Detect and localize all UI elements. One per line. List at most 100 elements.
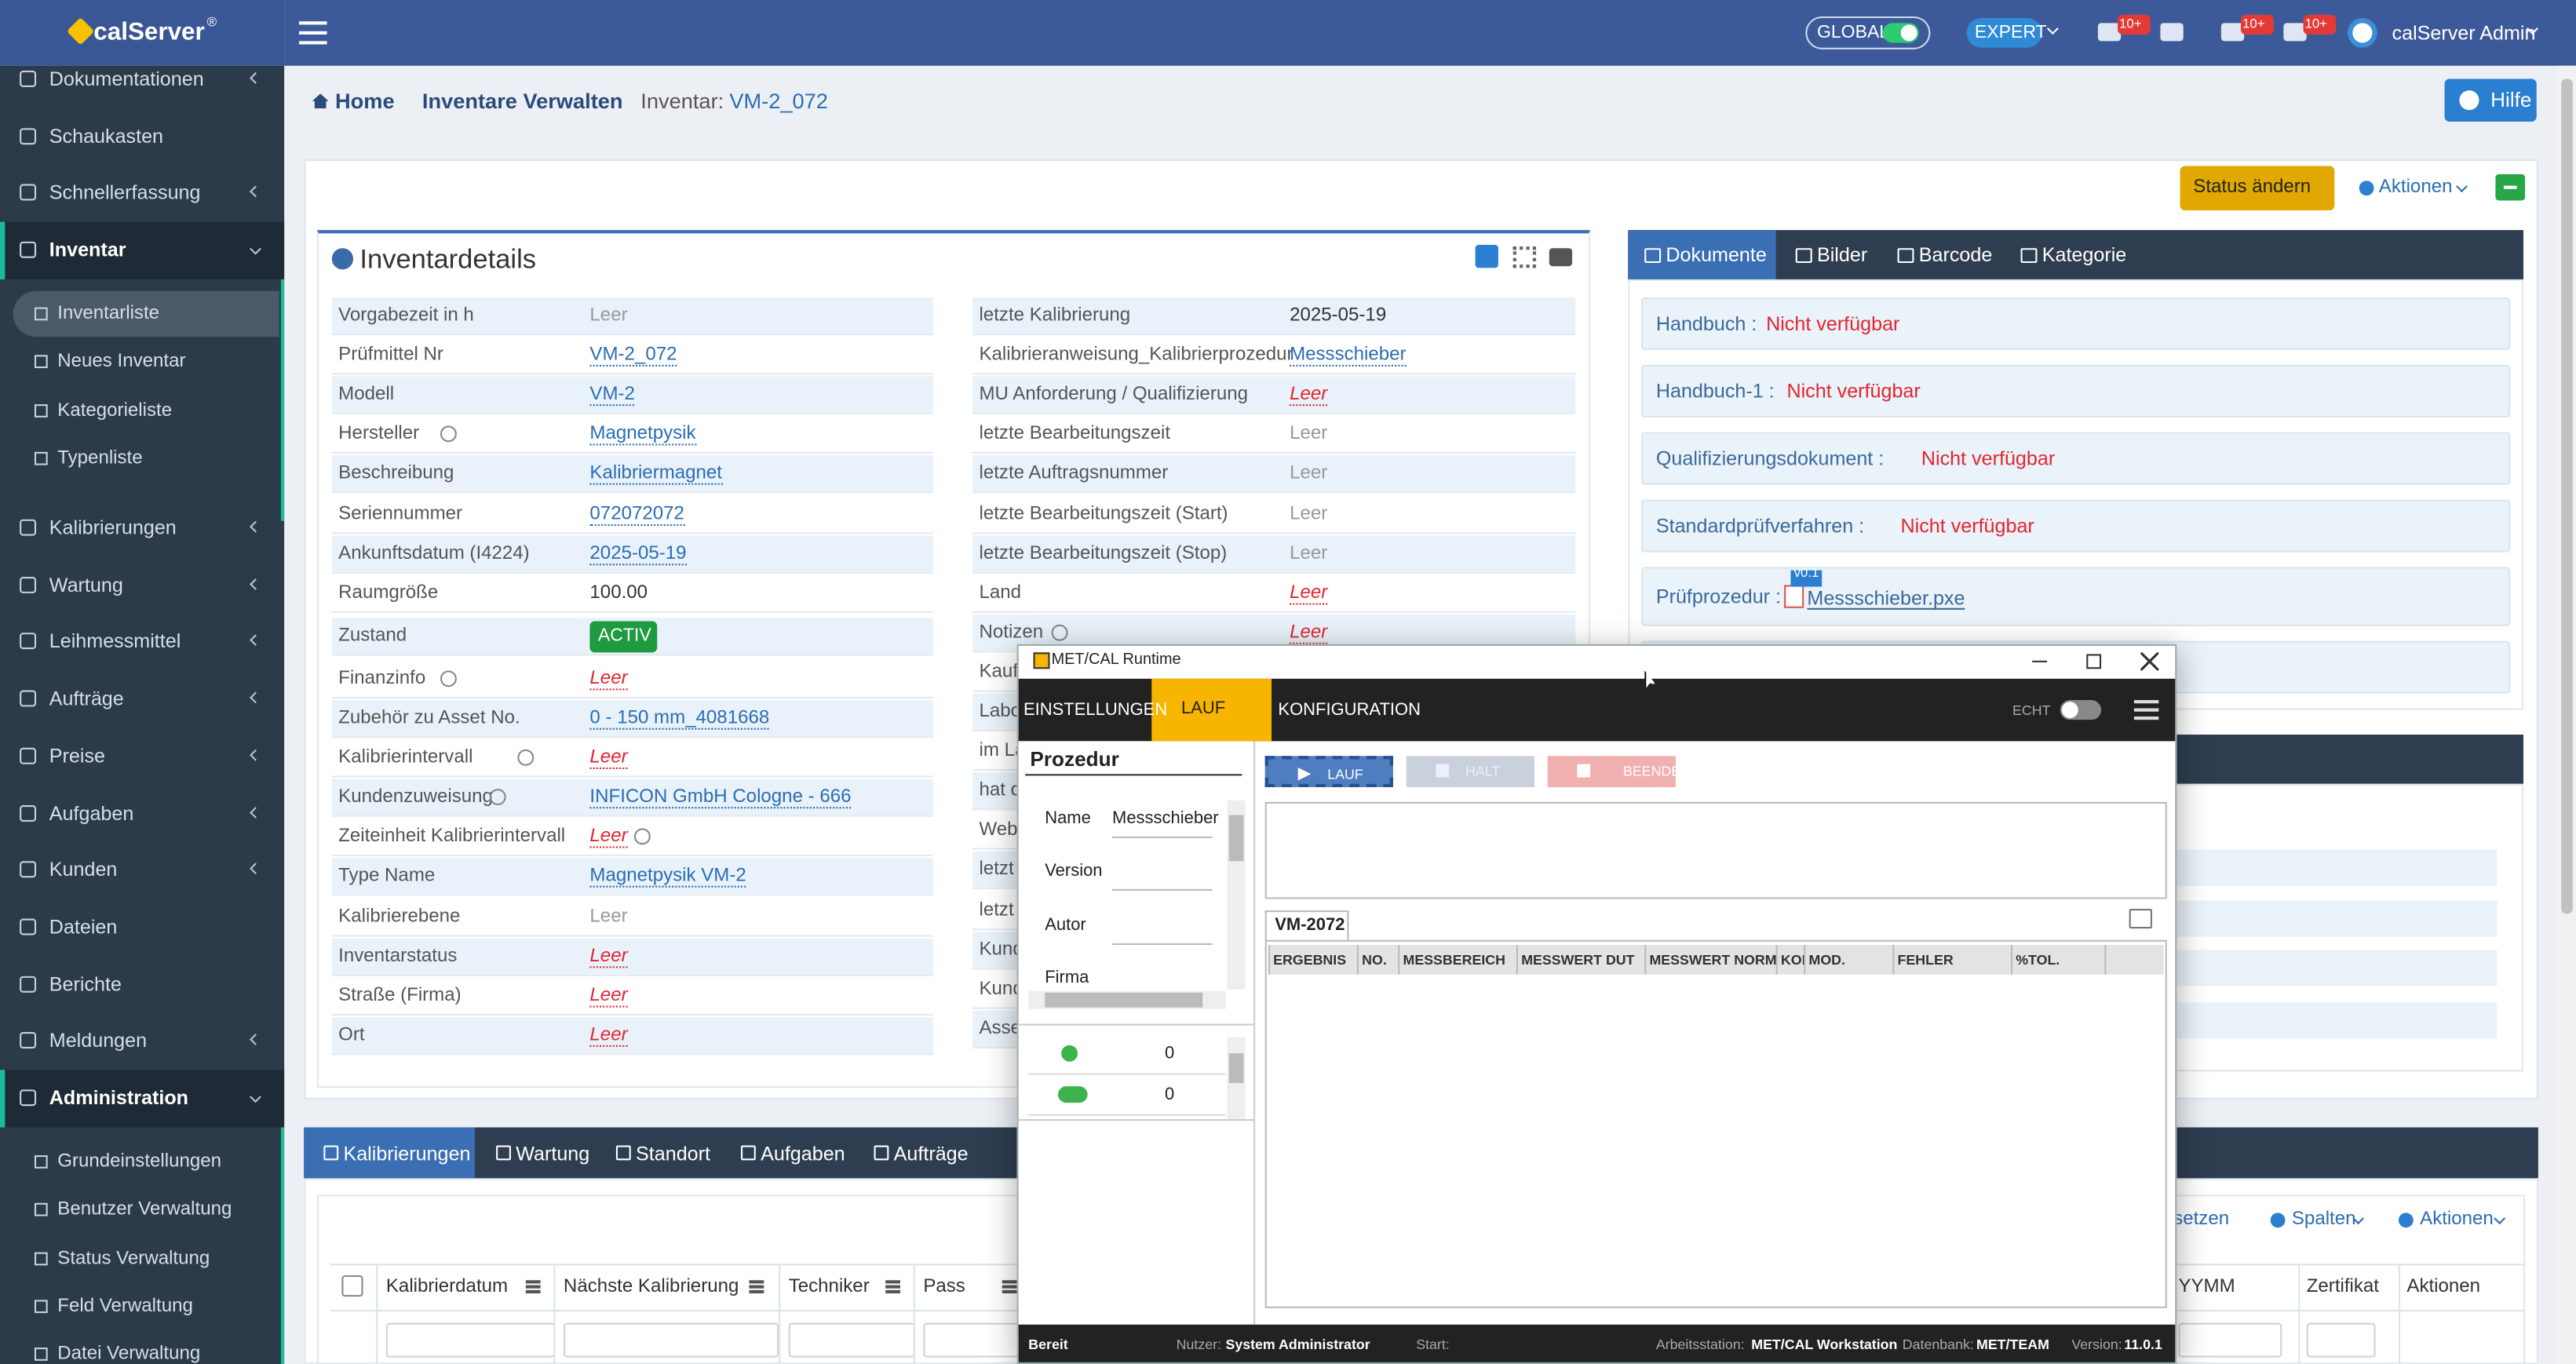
submenu-item[interactable]: Grundeinstellungen: [57, 1151, 222, 1173]
run-button[interactable]: BEENDEN: [1547, 756, 1691, 788]
doc-tab[interactable]: Dokumente: [1666, 243, 1767, 267]
submenu-item[interactable]: Neues Inventar: [57, 352, 186, 373]
submenu-item[interactable]: Benutzer Verwaltung: [57, 1200, 232, 1220]
column-header[interactable]: Nächste Kalibrierung: [563, 1277, 739, 1297]
help-button[interactable]: Hilfe: [2444, 78, 2537, 122]
filter-input[interactable]: [788, 1322, 915, 1358]
menu-item[interactable]: Schaukasten: [49, 124, 164, 148]
field-label: Name: [1045, 808, 1091, 829]
doc-tab[interactable]: Barcode: [1918, 243, 1993, 267]
submenu-item[interactable]: Datei Verwaltung: [57, 1344, 201, 1364]
column-header[interactable]: YYMM: [2178, 1277, 2235, 1297]
tab-icon: [1897, 248, 1914, 264]
field-value[interactable]: INFICON GmbH Cologne - 666: [589, 784, 852, 809]
dialog-menu-item[interactable]: KONFIGURATION: [1278, 700, 1421, 720]
table-tool[interactable]: setzen: [2173, 1209, 2230, 1230]
result-tab[interactable]: [1264, 910, 1349, 940]
dialog-menu-item[interactable]: LAUF: [1180, 698, 1226, 719]
table-tool[interactable]: Aktionen: [2420, 1209, 2494, 1230]
menu-item[interactable]: Administration: [49, 1086, 189, 1110]
menu-item[interactable]: Kalibrierungen: [49, 516, 177, 539]
user-name[interactable]: calServer Admin: [2392, 21, 2536, 45]
count-value: 0: [1165, 1085, 1175, 1105]
select-all[interactable]: [341, 1275, 363, 1297]
menu-item[interactable]: Inventar: [49, 238, 126, 262]
field-value[interactable]: VM-2: [589, 381, 635, 407]
breadcrumb-item[interactable]: Inventare Verwalten: [421, 89, 623, 114]
bottom-tab[interactable]: Kalibrierungen: [343, 1142, 471, 1165]
submenu-item[interactable]: Typenliste: [57, 448, 143, 469]
dialog-menu-item[interactable]: EINSTELLUNGEN: [1023, 700, 1168, 720]
minimize[interactable]: [2032, 660, 2048, 662]
menu-item[interactable]: Meldungen: [49, 1029, 148, 1052]
knob: [2061, 702, 2078, 719]
column-header[interactable]: Zertifikat: [2306, 1277, 2380, 1297]
menu-item[interactable]: Preise: [49, 744, 105, 768]
bottom-tab[interactable]: Aufgaben: [761, 1142, 845, 1165]
top-icon[interactable]: [2220, 23, 2245, 42]
menu-item[interactable]: Wartung: [49, 573, 123, 596]
bottom-tab[interactable]: Aufträge: [893, 1142, 969, 1165]
row-line: [331, 531, 933, 534]
breadcrumb-item[interactable]: Home: [334, 89, 395, 114]
filter-input[interactable]: [2178, 1322, 2282, 1358]
field-value[interactable]: 072072072: [589, 501, 684, 526]
global-toggle[interactable]: GLOBAL: [1805, 16, 1931, 49]
submenu-item[interactable]: Feld Verwaltung: [57, 1296, 193, 1317]
doc-tab[interactable]: Bilder: [1816, 243, 1868, 267]
table-tool[interactable]: Spalten: [2291, 1209, 2356, 1230]
menu-icon: [20, 1089, 37, 1107]
top-icon[interactable]: [2160, 23, 2184, 42]
menu-item[interactable]: Leihmessmittel: [49, 629, 181, 654]
status-button[interactable]: Status ändern: [2180, 166, 2335, 211]
top-icon[interactable]: [2097, 23, 2122, 42]
column-header[interactable]: Kalibrierdatum: [385, 1277, 509, 1297]
run-button[interactable]: HALT: [1406, 756, 1534, 788]
export-icon[interactable]: [2129, 908, 2152, 929]
menu-item[interactable]: Dateien: [49, 915, 118, 939]
row-line: [331, 571, 933, 573]
menu-item[interactable]: Dokumentationen: [49, 67, 204, 91]
bottom-tab[interactable]: Standort: [636, 1142, 711, 1165]
submenu-icon: [34, 1155, 48, 1169]
menu-item[interactable]: Kunden: [49, 858, 118, 881]
maximize[interactable]: [2086, 654, 2102, 669]
status-text: Nutzer:: [1176, 1336, 1222, 1353]
actions-label[interactable]: Aktionen: [2378, 177, 2453, 198]
filter-input[interactable]: [923, 1322, 1032, 1358]
field-value[interactable]: 0 - 150 mm_4081668: [589, 705, 770, 730]
qr-icon[interactable]: [1512, 246, 1537, 268]
menu-icon[interactable]: [2133, 700, 2159, 703]
field-value[interactable]: 2025-05-19: [589, 540, 687, 565]
badge-label: ACTIV: [597, 625, 651, 646]
filter-input[interactable]: [385, 1322, 556, 1358]
filter-input[interactable]: [563, 1322, 779, 1358]
menu-toggle[interactable]: [298, 21, 327, 25]
field-label: Kundenzuweisung: [338, 787, 493, 808]
expert-pill[interactable]: EXPERT: [1966, 18, 2047, 48]
bottom-tab[interactable]: Wartung: [516, 1142, 590, 1165]
field-value[interactable]: VM-2_072: [589, 342, 677, 367]
menu-item[interactable]: Schnellerfassung: [49, 181, 201, 205]
menu-item[interactable]: Aufgaben: [49, 801, 134, 825]
run-button[interactable]: LAUF: [1264, 756, 1393, 788]
submenu-item[interactable]: Status Verwaltung: [57, 1248, 210, 1268]
field-value[interactable]: Kalibriermagnet: [589, 461, 723, 486]
column-header[interactable]: Techniker: [788, 1277, 870, 1297]
doc-file[interactable]: Messschieber.pxe: [1807, 585, 1965, 610]
column-header[interactable]: Pass: [923, 1277, 965, 1297]
submenu-item[interactable]: Inventarliste: [57, 304, 160, 324]
field-value[interactable]: Magnetpysik VM-2: [589, 863, 746, 888]
filter-input[interactable]: [2306, 1322, 2376, 1358]
field-value[interactable]: Magnetpysik: [589, 421, 696, 447]
doc-tab[interactable]: Kategorie: [2041, 243, 2127, 267]
field-value[interactable]: Messschieber: [1290, 342, 1407, 367]
print-icon[interactable]: [1549, 248, 1573, 267]
submenu-item[interactable]: Kategorieliste: [57, 400, 173, 421]
menu-item[interactable]: Aufträge: [49, 687, 124, 710]
checkbox[interactable]: [1475, 245, 1498, 268]
top-icon[interactable]: [2283, 23, 2307, 42]
column-header[interactable]: Aktionen: [2406, 1277, 2481, 1297]
menu-item[interactable]: Berichte: [49, 972, 122, 996]
close[interactable]: [2140, 652, 2159, 671]
